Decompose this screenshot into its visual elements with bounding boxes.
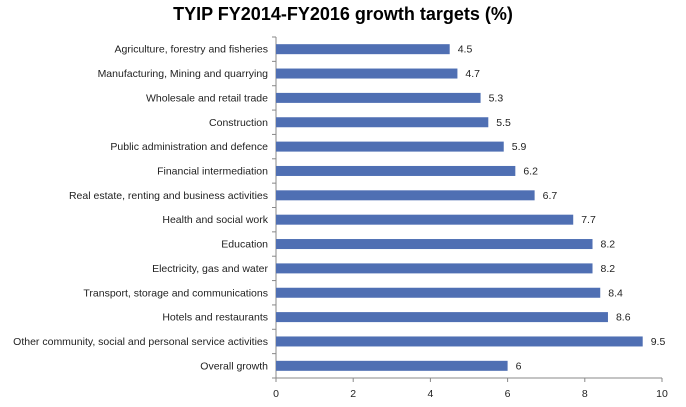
category-label: Construction: [209, 117, 268, 129]
data-label: 9.5: [651, 336, 666, 348]
bar: [276, 287, 601, 298]
category-label: Public administration and defence: [110, 141, 268, 153]
bar: [276, 312, 608, 323]
bar: [276, 239, 593, 250]
category-label: Electricity, gas and water: [152, 263, 268, 275]
data-label: 5.5: [496, 117, 511, 129]
category-label: Health and social work: [162, 214, 268, 226]
bar: [276, 44, 450, 55]
x-tick-label: 6: [505, 388, 511, 400]
bar: [276, 263, 593, 274]
data-label: 4.7: [465, 68, 480, 80]
x-tick-label: 10: [656, 388, 668, 400]
bar: [276, 165, 516, 176]
data-label: 6.7: [543, 190, 558, 202]
data-label: 8.2: [601, 239, 616, 251]
x-tick-label: 8: [582, 388, 588, 400]
data-label: 7.7: [581, 214, 596, 226]
data-label: 8.2: [601, 263, 616, 275]
x-tick-label: 0: [273, 388, 279, 400]
data-label: 8.6: [616, 312, 631, 324]
data-label: 6: [516, 360, 522, 372]
category-label: Real estate, renting and business activi…: [69, 190, 268, 202]
bar: [276, 336, 643, 347]
data-label: 6.2: [523, 165, 538, 177]
data-label: 5.9: [512, 141, 527, 153]
bar: [276, 92, 481, 103]
x-tick-label: 4: [427, 388, 433, 400]
data-label: 8.4: [608, 287, 623, 299]
data-label: 5.3: [489, 92, 504, 104]
category-label: Overall growth: [200, 360, 268, 372]
data-label: 4.5: [458, 44, 473, 56]
category-label: Manufacturing, Mining and quarrying: [98, 68, 269, 80]
bar: [276, 68, 458, 79]
category-label: Other community, social and personal ser…: [13, 336, 268, 348]
chart-title: TYIP FY2014-FY2016 growth targets (%): [173, 4, 513, 24]
category-label: Transport, storage and communications: [83, 287, 268, 299]
category-label: Agriculture, forestry and fisheries: [115, 44, 268, 56]
category-label: Education: [221, 239, 268, 251]
category-label: Hotels and restaurants: [162, 312, 268, 324]
category-label: Wholesale and retail trade: [146, 92, 268, 104]
bar: [276, 190, 535, 201]
bar: [276, 360, 508, 371]
category-label: Financial intermediation: [157, 165, 268, 177]
x-tick-label: 2: [350, 388, 356, 400]
bar: [276, 141, 504, 152]
bar: [276, 117, 489, 128]
bar: [276, 214, 574, 225]
